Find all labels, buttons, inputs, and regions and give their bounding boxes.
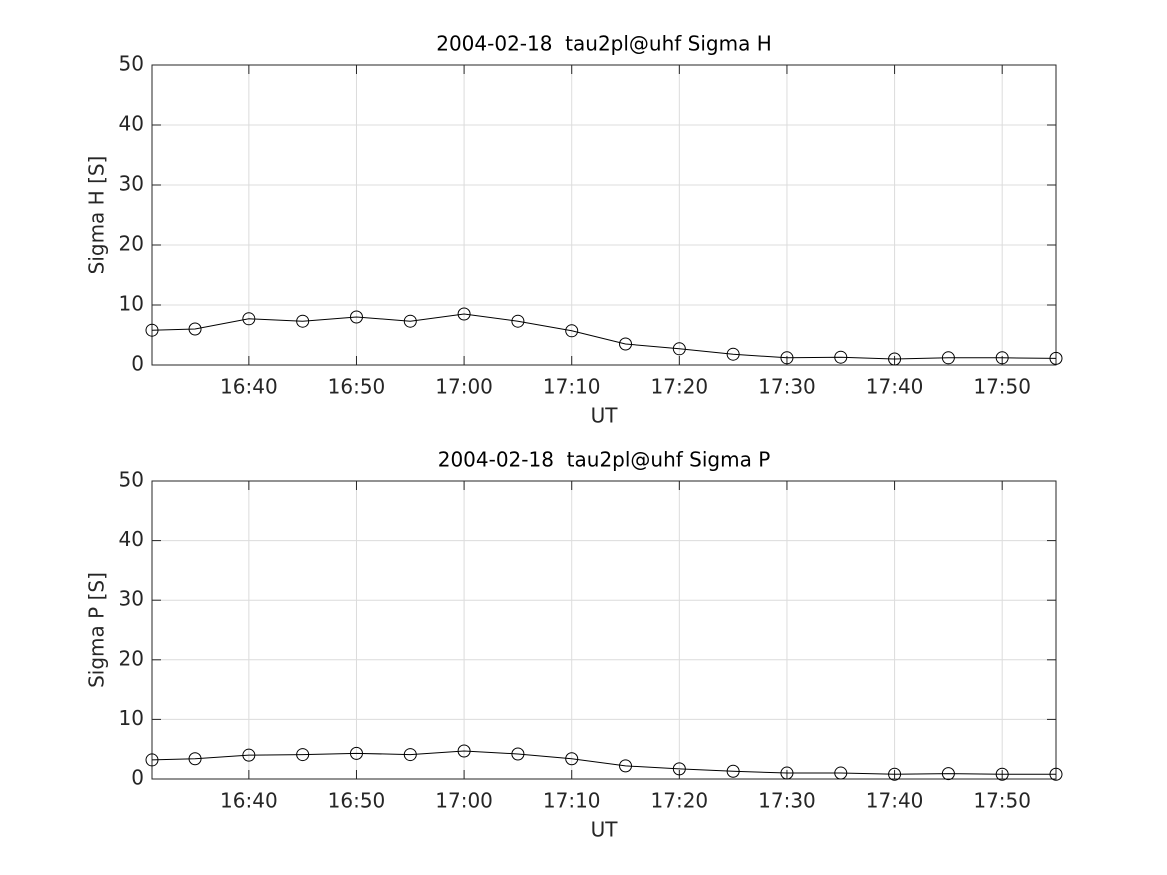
x-tick-label: 17:00 (435, 789, 493, 813)
data-point (726, 347, 740, 361)
data-point (242, 748, 256, 762)
y-tick-label: 10 (119, 292, 144, 316)
data-point (457, 307, 471, 321)
data-point (145, 323, 159, 337)
x-tick-label: 17:40 (866, 789, 924, 813)
axes-box (151, 64, 1057, 366)
data-point (511, 314, 525, 328)
data-point (511, 747, 525, 761)
y-axis-label: Sigma P [S] (85, 572, 109, 688)
y-tick-label: 30 (119, 587, 144, 611)
data-point (780, 351, 794, 365)
data-point (1049, 351, 1063, 365)
data-point (296, 748, 310, 762)
data-point (296, 314, 310, 328)
y-tick-label: 50 (119, 52, 144, 76)
y-tick-label: 10 (119, 706, 144, 730)
data-point (888, 352, 902, 366)
y-tick-label: 30 (119, 172, 144, 196)
plot-area (152, 65, 1056, 365)
y-tick-label: 0 (131, 352, 144, 376)
data-point (888, 767, 902, 781)
data-point (834, 766, 848, 780)
data-point (995, 767, 1009, 781)
y-axis-label: Sigma H [S] (85, 156, 109, 275)
data-point (349, 746, 363, 760)
x-tick-label: 16:50 (328, 375, 386, 399)
y-tick-label: 20 (119, 232, 144, 256)
data-point (619, 337, 633, 351)
x-tick-label: 16:40 (220, 789, 278, 813)
data-point (672, 342, 686, 356)
x-tick-label: 17:10 (543, 789, 601, 813)
data-point (619, 759, 633, 773)
x-axis-label: UT (591, 818, 619, 842)
x-tick-label: 17:50 (973, 789, 1031, 813)
x-tick-label: 16:40 (220, 375, 278, 399)
y-tick-label: 40 (119, 527, 144, 551)
data-point (188, 752, 202, 766)
data-point (565, 752, 579, 766)
x-tick-label: 17:00 (435, 375, 493, 399)
data-point (403, 314, 417, 328)
data-point (780, 766, 794, 780)
plot-area (152, 481, 1056, 779)
x-tick-label: 17:10 (543, 375, 601, 399)
data-line (151, 313, 1057, 360)
data-point (242, 312, 256, 326)
data-point (1049, 767, 1063, 781)
data-point (834, 350, 848, 364)
data-point (188, 322, 202, 336)
data-point (349, 310, 363, 324)
x-tick-label: 17:20 (651, 375, 709, 399)
chart-title: 2004-02-18 tau2pl@uhf Sigma H (436, 32, 772, 56)
axes-box (151, 480, 1057, 780)
x-tick-label: 16:50 (328, 789, 386, 813)
y-tick-label: 40 (119, 112, 144, 136)
data-point (457, 744, 471, 758)
x-tick-label: 17:50 (973, 375, 1031, 399)
data-point (145, 753, 159, 767)
data-line (151, 750, 1056, 775)
x-tick-label: 17:20 (651, 789, 709, 813)
y-tick-label: 20 (119, 646, 144, 670)
x-axis-label: UT (591, 404, 619, 428)
data-point (726, 764, 740, 778)
data-point (995, 351, 1009, 365)
x-tick-label: 17:30 (758, 375, 816, 399)
y-tick-label: 0 (131, 766, 144, 790)
x-tick-label: 17:40 (866, 375, 924, 399)
y-tick-label: 50 (119, 468, 144, 492)
data-point (565, 324, 579, 338)
chart-title: 2004-02-18 tau2pl@uhf Sigma P (438, 448, 771, 472)
x-tick-label: 17:30 (758, 789, 816, 813)
data-point (672, 762, 686, 776)
data-point (941, 767, 955, 781)
data-point (403, 748, 417, 762)
data-point (941, 351, 955, 365)
